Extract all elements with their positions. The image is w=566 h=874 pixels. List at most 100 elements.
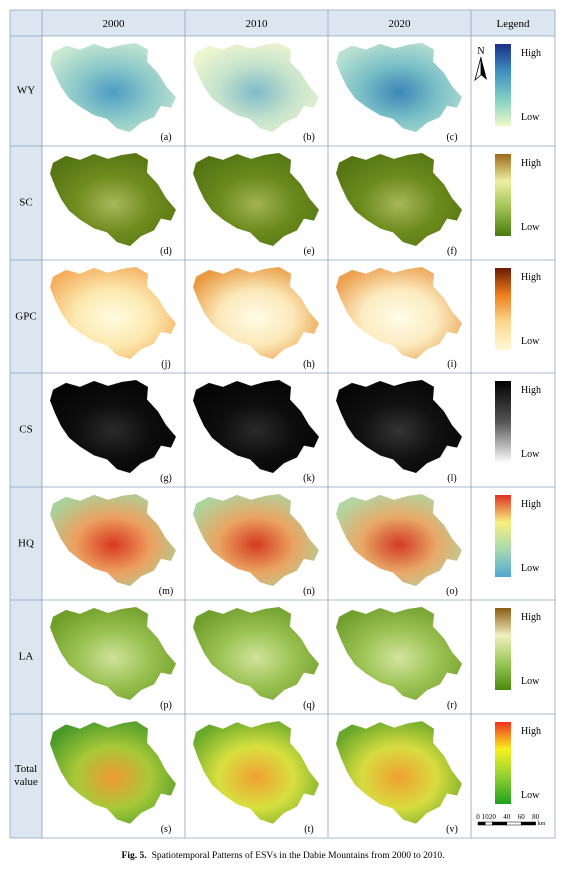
- panel-label: (s): [161, 824, 172, 835]
- scale-label: 0: [476, 813, 480, 821]
- map-region: [50, 606, 176, 701]
- scale-label: 80: [532, 813, 540, 821]
- column-header: 2010: [246, 18, 269, 30]
- map: [193, 721, 319, 824]
- row-label: CS: [19, 423, 33, 436]
- panel-label: (l): [447, 473, 456, 484]
- legend-high: High: [521, 726, 541, 737]
- label-column-bg: [10, 36, 42, 838]
- map-region: [193, 606, 319, 701]
- panel-label: (n): [303, 586, 315, 597]
- legend-high: High: [521, 385, 541, 396]
- scale-segment: [520, 821, 536, 826]
- map-region: [336, 721, 462, 824]
- map: [50, 266, 176, 360]
- scale-segment: [477, 821, 486, 826]
- map: [50, 152, 176, 247]
- row-label: SC: [19, 196, 33, 209]
- row-label: LA: [18, 650, 34, 663]
- panel-label: (i): [447, 359, 456, 370]
- map: [336, 42, 462, 133]
- column-header: 2000: [103, 18, 126, 30]
- legend-low: Low: [521, 336, 540, 347]
- map-region: [336, 152, 462, 247]
- legend-low: Low: [521, 449, 540, 460]
- panel-label: (g): [160, 473, 172, 484]
- map: [193, 152, 319, 247]
- map-region: [336, 606, 462, 701]
- map-region: [50, 379, 176, 474]
- panel-label: (r): [447, 700, 457, 711]
- map-region: [193, 42, 319, 133]
- scale-label: 10: [482, 813, 490, 821]
- legend-high: High: [521, 612, 541, 623]
- legend-low: Low: [521, 790, 540, 801]
- map: [336, 266, 462, 360]
- panel-label: (t): [304, 824, 313, 835]
- map: [50, 42, 176, 133]
- map: [193, 379, 319, 474]
- map-region: [50, 42, 176, 133]
- map: [336, 152, 462, 247]
- map: [336, 606, 462, 701]
- legend-high: High: [521, 272, 541, 283]
- panel-label: (m): [159, 586, 173, 597]
- north-arrow: [474, 56, 482, 82]
- panel-label: (f): [447, 246, 457, 257]
- map-region: [193, 266, 319, 360]
- header-bg: [10, 10, 555, 36]
- map: [193, 266, 319, 360]
- panel-label: (q): [303, 700, 315, 711]
- panel-label: (a): [160, 132, 171, 143]
- map-region: [336, 42, 462, 133]
- row-label: HQ: [18, 537, 34, 549]
- map-region: [193, 493, 319, 587]
- map: [50, 606, 176, 701]
- row-label: Total value: [14, 763, 38, 788]
- map: [336, 721, 462, 824]
- panel-label: (k): [303, 473, 315, 484]
- map-region: [336, 266, 462, 360]
- legend-bar: [495, 268, 511, 350]
- panel-label: (o): [446, 586, 458, 597]
- map: [336, 493, 462, 587]
- panel-label: (v): [446, 824, 458, 835]
- legend-low: Low: [521, 563, 540, 574]
- legend-low: Low: [521, 676, 540, 687]
- caption: Fig. 5. Spatiotemporal Patterns of ESVs i…: [122, 850, 445, 861]
- legend-high: High: [521, 499, 541, 510]
- map: [193, 42, 319, 133]
- scale-segment: [484, 821, 493, 826]
- map-region: [193, 152, 319, 247]
- legend-bar: [495, 608, 511, 690]
- scale-segment: [492, 821, 508, 826]
- scale-label: 20: [489, 813, 497, 821]
- scale-segment: [506, 821, 522, 826]
- map-region: [50, 152, 176, 247]
- north-arrow: [481, 57, 487, 80]
- map: [50, 721, 176, 824]
- map-region: [193, 379, 319, 474]
- legend-bar: [495, 722, 511, 804]
- caption-text: Spatiotemporal Patterns of ESVs in the D…: [152, 850, 445, 861]
- legend-high: High: [521, 48, 541, 59]
- panel-label: (p): [160, 700, 172, 711]
- map-region: [50, 493, 176, 587]
- panel-label: (d): [160, 246, 172, 257]
- map-region: [50, 721, 176, 824]
- map: [336, 379, 462, 474]
- panel-label: (j): [161, 359, 170, 370]
- legend-bar: [495, 154, 511, 236]
- legend-bar: [495, 44, 511, 126]
- map: [193, 606, 319, 701]
- map: [50, 493, 176, 587]
- panel-label: (e): [303, 246, 314, 257]
- north-label: N: [477, 46, 484, 57]
- map-region: [193, 721, 319, 824]
- panel-label: (h): [303, 359, 315, 370]
- scale-label: 40: [503, 813, 511, 821]
- map-region: [336, 379, 462, 474]
- map: [193, 493, 319, 587]
